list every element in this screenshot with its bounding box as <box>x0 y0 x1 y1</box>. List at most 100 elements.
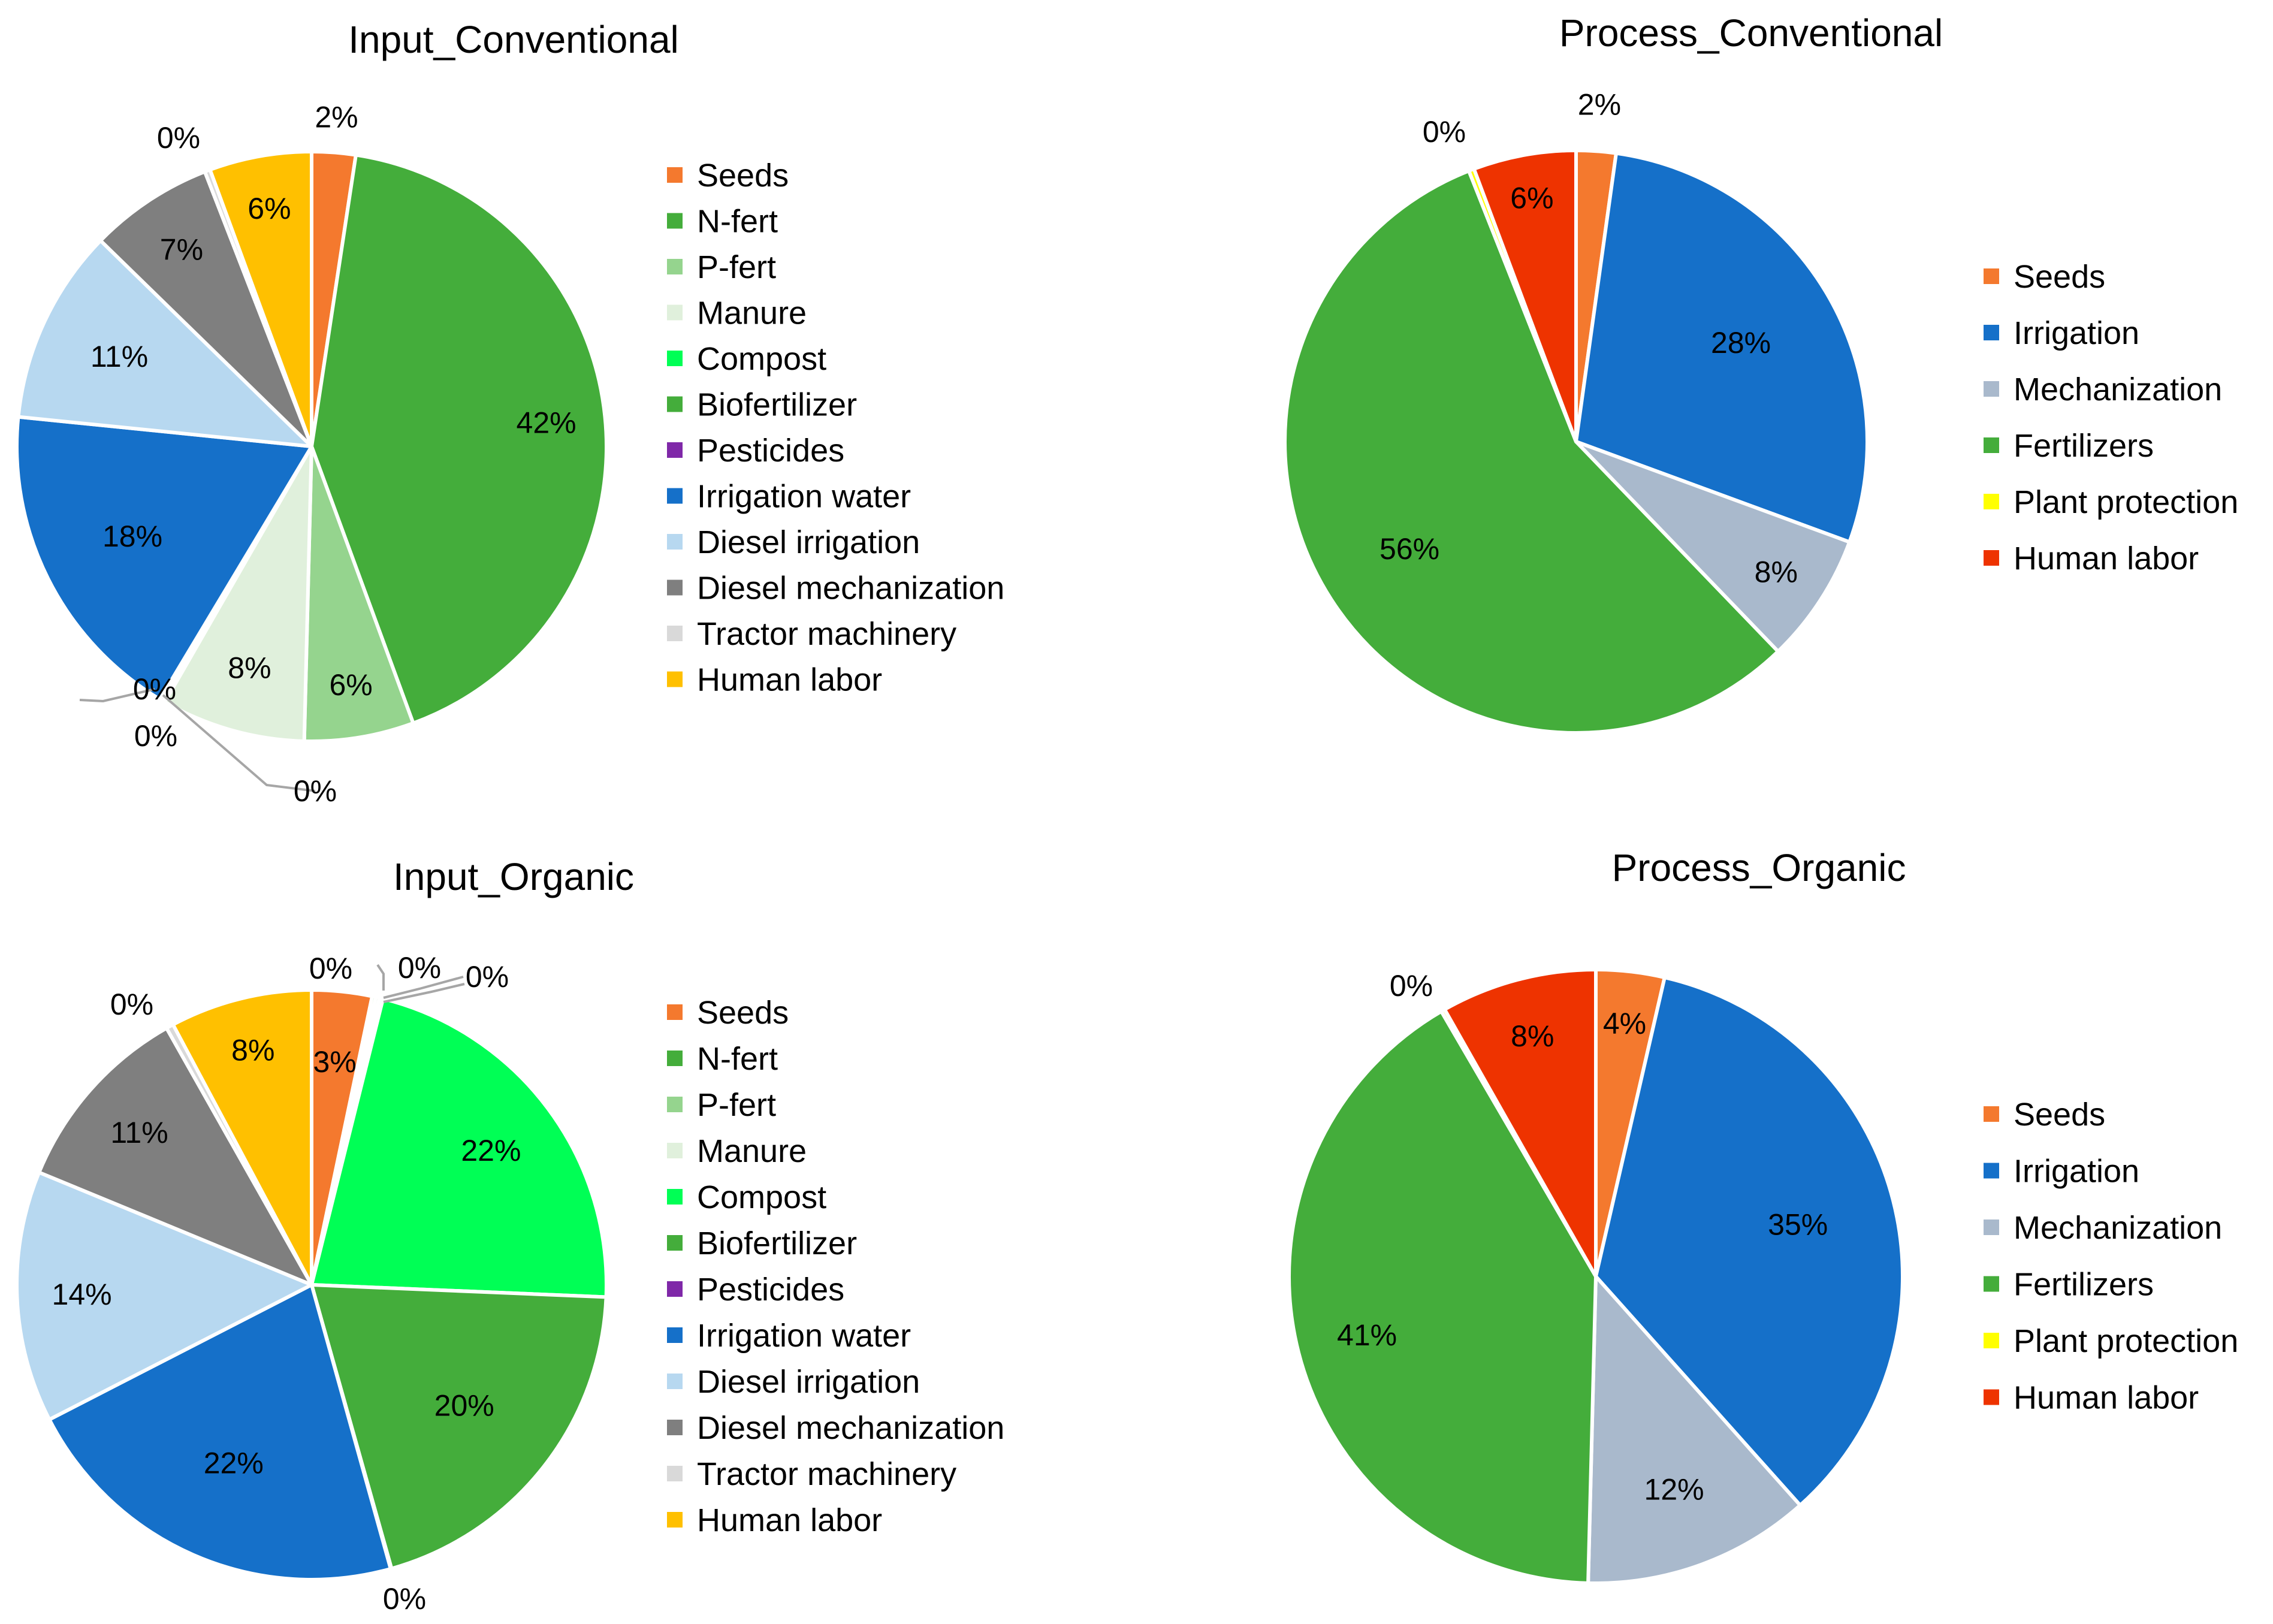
legend-label: Biofertilizer <box>697 1225 857 1261</box>
pie-slice-human-labor <box>1472 149 1578 443</box>
legend-swatch <box>667 579 683 596</box>
pie-slice-human-labor <box>1442 968 1598 1278</box>
legend-label: Human labor <box>2014 1380 2199 1416</box>
pie-slice-mechanization <box>1574 440 1852 654</box>
legend-swatch <box>1984 550 1999 566</box>
legend-label: Fertilizers <box>2014 428 2154 464</box>
data-label: 2% <box>1578 88 1621 122</box>
leader-line <box>79 688 155 703</box>
data-label: 0% <box>157 121 200 155</box>
leader-line <box>376 964 385 991</box>
data-label: 28% <box>1711 326 1771 360</box>
data-label: 3% <box>313 1045 356 1079</box>
legend-swatch <box>667 442 683 458</box>
input-organic-legend: Seeds N-fert P-fert Manure Compost Biofertili… <box>667 995 1004 1538</box>
data-label: 6% <box>1510 182 1553 215</box>
legend-swatch <box>667 396 683 412</box>
legend-swatch <box>1984 1333 1999 1348</box>
legend-swatch <box>667 259 683 274</box>
data-label: 0% <box>110 988 153 1021</box>
legend-swatch <box>1984 325 1999 340</box>
legend-swatch <box>667 351 683 366</box>
pie-slice-irrigation-water <box>15 415 313 701</box>
legend-label: Pesticides <box>697 433 844 469</box>
data-label: 35% <box>1768 1208 1828 1241</box>
data-label: 8% <box>1755 556 1798 589</box>
legend-swatch <box>1984 1106 1999 1122</box>
data-label: 12% <box>1644 1473 1704 1507</box>
legend-swatch <box>1984 268 1999 284</box>
process-conventional-legend: Seeds Irrigation Mechanization Fertilizers P… <box>1984 259 2238 576</box>
legend-swatch <box>667 1051 683 1066</box>
legend-label: Seeds <box>697 158 789 194</box>
legend-swatch <box>667 213 683 229</box>
process-conventional-title: Process_Conventional <box>1559 11 1943 55</box>
data-label: 41% <box>1337 1318 1397 1352</box>
pie-slice-diesel-irrigation <box>15 1170 313 1421</box>
legend-swatch <box>1984 494 1999 509</box>
legend-swatch <box>667 1374 683 1389</box>
legend-label: Seeds <box>2014 259 2105 295</box>
pie-slice-biofertilizer <box>310 1283 608 1571</box>
legend-label: Compost <box>697 341 826 377</box>
legend-swatch <box>667 167 683 183</box>
legend-label: Compost <box>697 1179 826 1215</box>
pie-slice-manure <box>162 445 313 743</box>
pie-slice-human-labor <box>208 150 313 448</box>
legend-label: N-fert <box>697 1041 778 1077</box>
legend-label: Manure <box>697 1133 807 1169</box>
data-label: 8% <box>1511 1019 1554 1053</box>
legend-label: Biofertilizer <box>697 387 857 423</box>
pie-slice-diesel-mechanization <box>37 1026 313 1287</box>
legend-swatch <box>667 534 683 550</box>
legend-label: Tractor machinery <box>697 616 956 652</box>
pie-slice-diesel-irrigation <box>16 239 313 448</box>
legend-swatch <box>667 1143 683 1158</box>
pie-slice-human-labor <box>171 988 313 1287</box>
legend-swatch <box>667 1512 683 1528</box>
data-label: 6% <box>329 668 372 702</box>
data-label: 0% <box>398 951 441 985</box>
legend-swatch <box>667 1235 683 1251</box>
legend-swatch <box>667 1004 683 1020</box>
pie-slice-mechanization <box>1586 1275 1802 1585</box>
data-label: 8% <box>228 651 271 685</box>
data-label: 42% <box>517 406 576 440</box>
leader-line <box>162 694 316 792</box>
pie-slice-compost <box>310 997 608 1299</box>
legend-swatch <box>667 1097 683 1112</box>
process-organic-title: Process_Organic <box>1612 846 1906 889</box>
legend-swatch <box>667 671 683 687</box>
data-label: 0% <box>383 1582 426 1616</box>
pie-slice-p-fert <box>302 445 415 743</box>
data-label: 0% <box>1390 969 1433 1003</box>
legend-label: Manure <box>697 295 807 331</box>
legend-label: Human labor <box>697 662 882 698</box>
legend-label: Human labor <box>697 1502 882 1538</box>
legend-label: Mechanization <box>2014 372 2222 407</box>
data-label: 20% <box>434 1388 494 1422</box>
legend-label: Irrigation <box>2014 315 2139 351</box>
legend-label: Tractor machinery <box>697 1456 956 1492</box>
pie-slice-irrigation <box>1574 151 1869 544</box>
legend-swatch <box>1984 1389 1999 1405</box>
legend-swatch <box>667 488 683 504</box>
legend-label: Seeds <box>697 995 789 1031</box>
data-label: 2% <box>315 101 358 134</box>
legend-swatch <box>1984 1219 1999 1235</box>
legend-label: Plant protection <box>2014 1323 2238 1359</box>
pie-slice-n-fert <box>310 153 608 725</box>
legend-label: Irrigation <box>2014 1154 2139 1190</box>
data-label: 22% <box>204 1447 264 1480</box>
legend-label: Mechanization <box>2014 1210 2222 1246</box>
legend-label: Irrigation water <box>697 1318 911 1354</box>
data-label: 7% <box>160 233 203 267</box>
pie-slice-irrigation <box>1594 976 1904 1507</box>
input-conventional-chart: Input_Conventional 2% 42% 6% 8% 0% 0% 0% 18% 11% 7… <box>15 18 1004 808</box>
leader-line <box>383 976 464 999</box>
data-label: 6% <box>247 192 291 225</box>
data-label: 0% <box>1423 115 1466 149</box>
pie-slice-fertilizers <box>1283 169 1780 735</box>
pie-slice-fertilizers <box>1287 1009 1598 1585</box>
legend-swatch <box>1984 437 1999 453</box>
